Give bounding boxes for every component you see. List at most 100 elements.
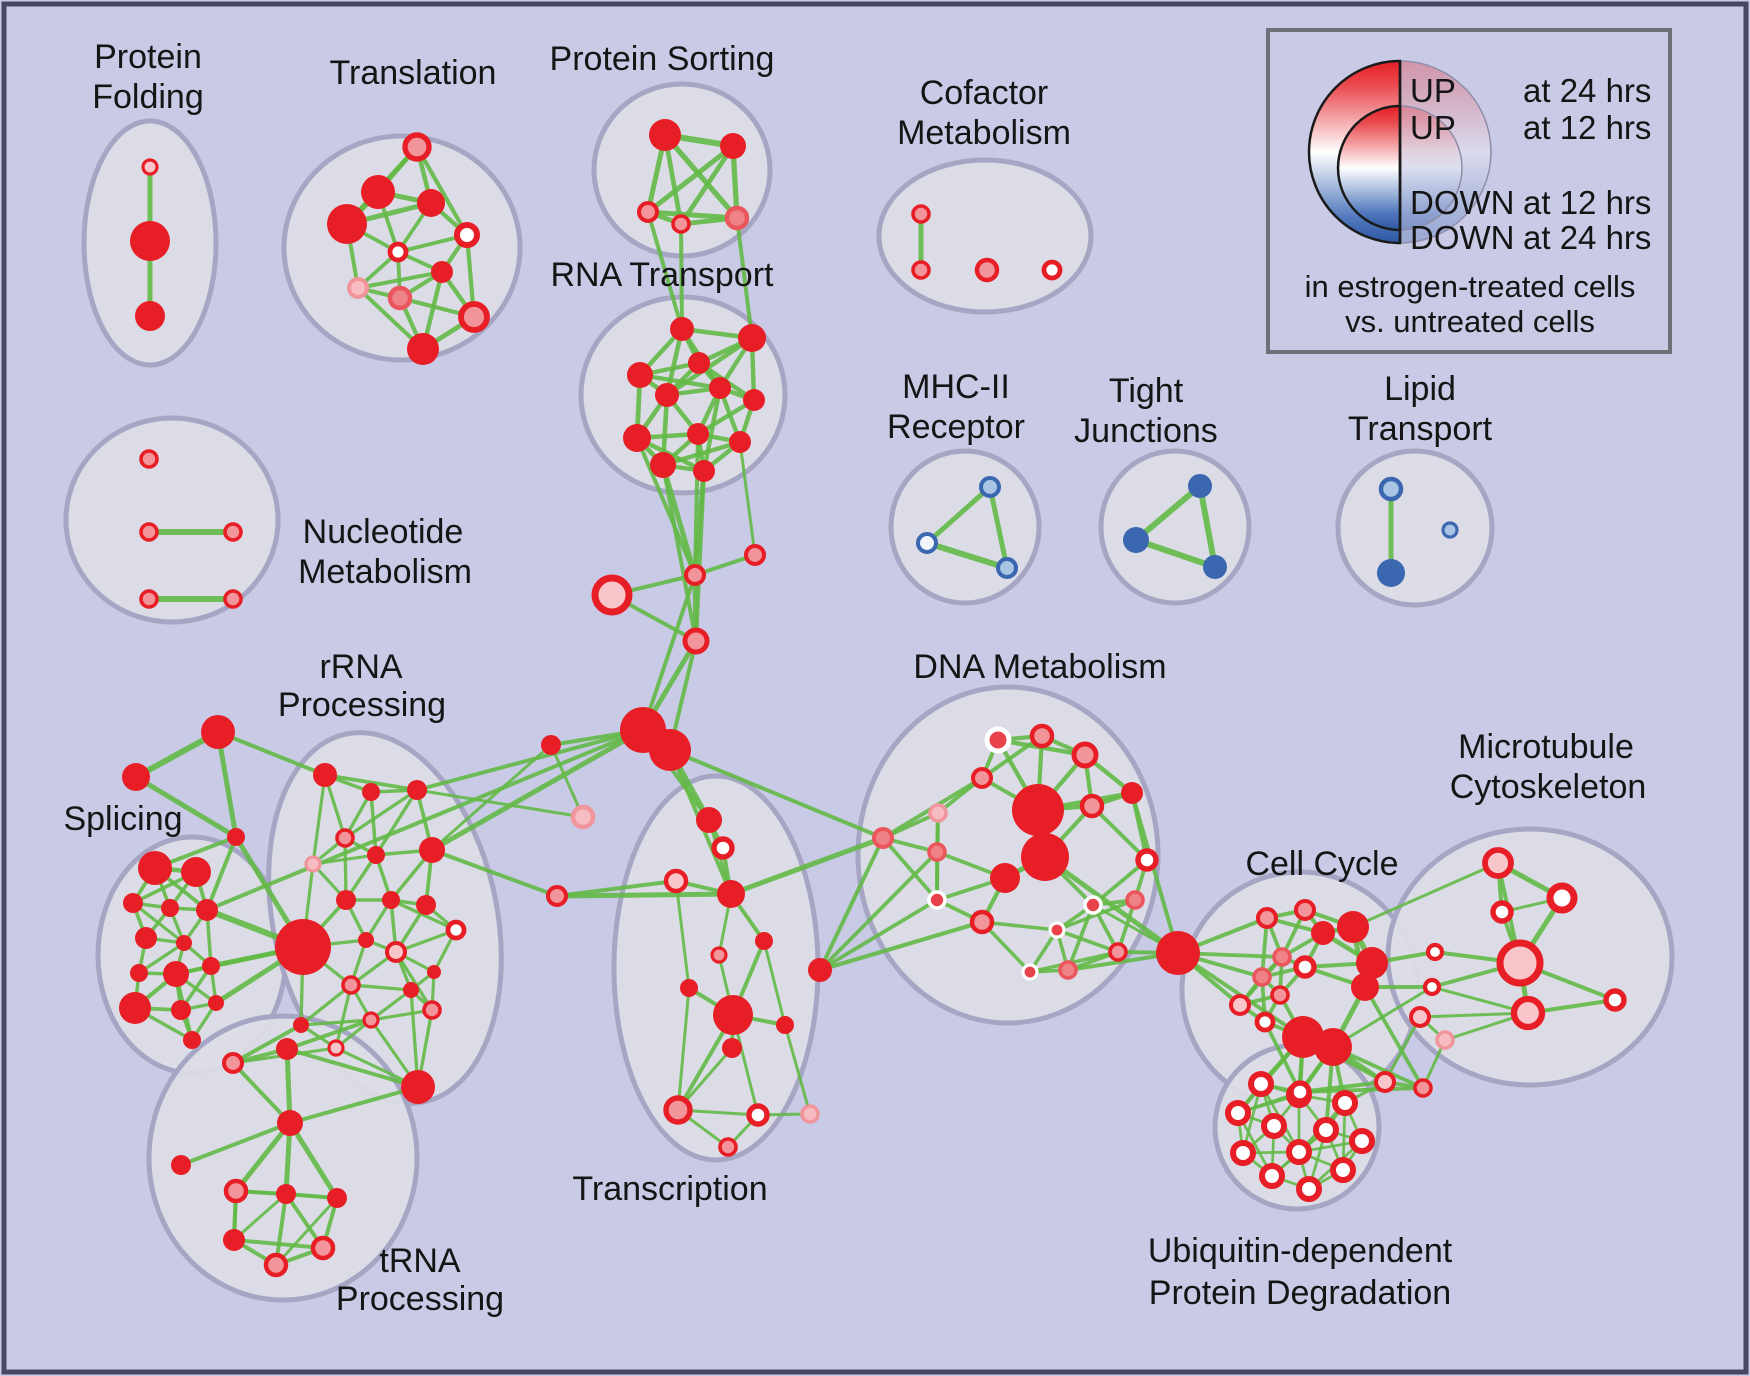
network-edge-tr [414, 144, 470, 238]
network-node-dm [927, 842, 947, 862]
network-edge-cc [1298, 1086, 1425, 1094]
network-node-tc [710, 946, 728, 964]
network-edge-mt [1418, 1011, 1530, 1019]
network-node-mt [1496, 939, 1544, 987]
network-node-nm [139, 589, 159, 609]
network-node-rr [341, 975, 361, 995]
network-edge-link [216, 730, 327, 777]
network-edge-ps [662, 132, 740, 221]
cluster-label-rt: RNA Transport [551, 256, 775, 294]
network-edge-tc [674, 879, 691, 990]
cluster-label-tn: tRNA [379, 1242, 461, 1280]
network-node-nm [223, 522, 243, 542]
network-node-cc [1337, 911, 1369, 943]
network-node-cn [682, 627, 710, 655]
network-node-tn [223, 1178, 249, 1204]
network-node-mt [1422, 977, 1442, 997]
network-edge-link [668, 748, 885, 840]
network-edge-tr [356, 270, 444, 290]
network-edge-tn [274, 1196, 339, 1267]
legend-caption-line-1: vs. untreated cells [1345, 304, 1595, 339]
network-edge-ps [678, 143, 736, 227]
network-edge-tri [215, 729, 239, 840]
network-node-tri [122, 763, 150, 791]
network-node-mh [915, 531, 939, 555]
network-node-tn [223, 1229, 245, 1251]
network-node-mh [995, 556, 1019, 580]
cluster-label-ub: Protein Degradation [1149, 1274, 1451, 1312]
cluster-ellipse-nm [63, 415, 281, 625]
network-edge-dm [817, 919, 985, 973]
legend-direction-label-3: DOWN [1410, 219, 1514, 256]
network-edge-mh [987, 484, 1010, 571]
network-node-dm [970, 766, 994, 790]
network-node-mh [978, 475, 1002, 499]
network-node-tr [387, 241, 409, 263]
network-node-lt [1441, 521, 1459, 539]
network-node-pf [141, 158, 159, 176]
network-node-dm [871, 826, 895, 850]
network-node-sp [138, 851, 172, 885]
network-edge-dm [980, 920, 1059, 932]
network-node-rr [304, 855, 322, 873]
network-node-ub [1261, 1113, 1287, 1139]
cluster-ellipse-tj [1098, 448, 1252, 606]
network-node-ub [1286, 1139, 1312, 1165]
network-edge-dm [881, 836, 939, 902]
cluster-label-cf: Cofactor [920, 74, 1049, 112]
network-node-rr [336, 890, 356, 910]
legend-time-label-0: at 24 hrs [1523, 72, 1651, 109]
network-edge-rr [369, 790, 378, 857]
legend-inner-left-half [1336, 104, 1402, 232]
network-node-tr [454, 222, 480, 248]
network-edge-rr [343, 788, 419, 840]
network-edge-cn [549, 743, 585, 819]
network-node-tc [776, 1016, 794, 1034]
network-edge-tn [179, 1121, 292, 1167]
network-node-dm [927, 890, 947, 910]
network-node-cc [1272, 947, 1292, 967]
network-node-rr [362, 783, 380, 801]
cluster-label-lt: Transport [1348, 410, 1493, 448]
network-edge-link [728, 835, 886, 897]
network-node-cn [570, 804, 596, 830]
network-node-tc [713, 995, 753, 1035]
network-edge-tc [762, 939, 787, 1027]
network-node-ps [636, 200, 660, 224]
network-node-tr [327, 204, 367, 244]
network-node-dm [1135, 848, 1159, 872]
network-edge-mh [924, 540, 1010, 571]
network-node-dm [1071, 741, 1099, 769]
network-node-tc [717, 880, 745, 908]
network-edge-link [430, 848, 559, 898]
network-edge-link [1331, 985, 1434, 1049]
legend-caption-line-0: in estrogen-treated cells [1305, 269, 1636, 304]
network-node-cc [1288, 1080, 1312, 1104]
network-edge-rt [701, 385, 723, 474]
network-node-dm [928, 803, 948, 823]
network-edge-dm [818, 836, 885, 972]
network-node-ub [1330, 1157, 1356, 1183]
network-node-rr [384, 940, 408, 964]
network-edge-link [1042, 854, 1181, 956]
cluster-label-pf: Folding [92, 78, 204, 116]
network-node-cn [649, 729, 691, 771]
network-edge-ps [645, 209, 740, 221]
cluster-label-mh: Receptor [887, 408, 1025, 446]
network-node-tc [545, 884, 569, 908]
network-edge-tj [1197, 483, 1218, 570]
network-node-dm [1083, 895, 1103, 915]
cluster-label-tj: Junctions [1074, 412, 1218, 450]
network-edge-rt [660, 439, 743, 468]
network-edge-rr [311, 773, 327, 866]
network-node-tc [800, 1104, 820, 1124]
network-node-tc [663, 868, 689, 894]
network-edge-link [288, 1085, 420, 1125]
network-node-rt [709, 377, 731, 399]
cluster-label-tn: Processing [336, 1280, 504, 1318]
network-edge-tri [133, 774, 239, 840]
network-node-sp [123, 893, 143, 913]
legend-direction-label-1: UP [1410, 109, 1456, 146]
network-edge-sp [137, 941, 186, 975]
